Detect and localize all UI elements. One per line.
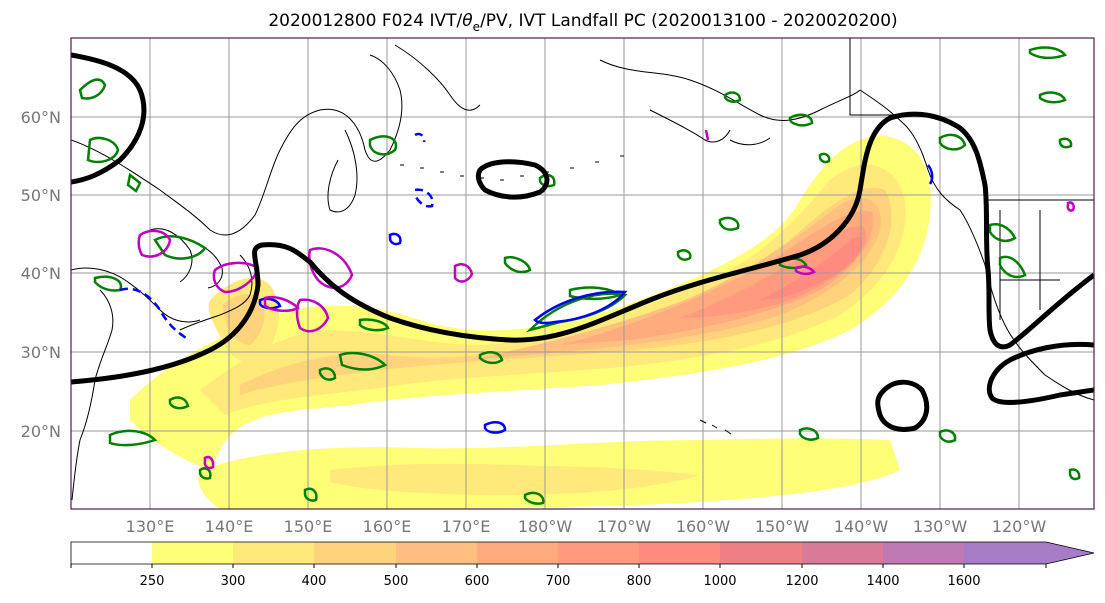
lon-label: 170°E bbox=[442, 517, 491, 536]
colorbar-extend-arrow bbox=[964, 542, 1094, 564]
colorbar-tick-label: 1600 bbox=[947, 574, 980, 589]
lat-labels: 60°N 50°N 40°N 30°N 20°N bbox=[21, 108, 61, 441]
lat-label: 50°N bbox=[21, 186, 61, 205]
colorbar-segment bbox=[558, 542, 639, 564]
colorbar-tick-label: 500 bbox=[384, 574, 409, 589]
colorbar-segment bbox=[314, 542, 396, 564]
lon-label: 160°E bbox=[363, 517, 412, 536]
lat-label: 20°N bbox=[21, 422, 61, 441]
pv-contours-green bbox=[78, 46, 1081, 505]
colorbar-segment bbox=[883, 542, 964, 564]
colorbar-tick-label: 700 bbox=[546, 574, 571, 589]
lat-label: 60°N bbox=[21, 108, 61, 127]
lon-label: 180°W bbox=[518, 517, 573, 536]
lon-label: 140°W bbox=[834, 517, 889, 536]
lon-label: 170°W bbox=[597, 517, 652, 536]
colorbar-segment bbox=[396, 542, 477, 564]
colorbar-segment bbox=[639, 542, 720, 564]
pv-contours-blue bbox=[119, 132, 934, 434]
colorbar-segment bbox=[152, 542, 233, 564]
map-border bbox=[70, 37, 1095, 510]
colorbar: 250 300 400 500 600 700 800 1000 1200 14… bbox=[70, 541, 1095, 589]
colorbar-tick-label: 300 bbox=[221, 574, 246, 589]
colorbar-segment bbox=[233, 542, 314, 564]
graticule bbox=[71, 38, 1094, 509]
colorbar-tick-label: 800 bbox=[627, 574, 652, 589]
colorbar-segment bbox=[477, 542, 558, 564]
map-area bbox=[71, 38, 1094, 509]
lon-label: 120°W bbox=[992, 517, 1047, 536]
lat-label: 30°N bbox=[21, 343, 61, 362]
lon-label: 130°E bbox=[126, 517, 175, 536]
lon-label: 160°W bbox=[676, 517, 731, 536]
theta-e-contours bbox=[71, 52, 1094, 432]
colorbar-tick-label: 1400 bbox=[866, 574, 899, 589]
figure-title: 2020012800 F024 IVT/θe/PV, IVT Landfall … bbox=[268, 11, 897, 34]
lon-label: 140°E bbox=[205, 517, 254, 536]
colorbar-tick-label: 1200 bbox=[785, 574, 818, 589]
lon-labels: 130°E 140°E 150°E 160°E 170°E 180°W 170°… bbox=[126, 517, 1047, 536]
colorbar-segment bbox=[802, 542, 883, 564]
lon-label: 130°W bbox=[913, 517, 968, 536]
colorbar-tick-label: 250 bbox=[140, 574, 165, 589]
lon-label: 150°W bbox=[755, 517, 810, 536]
colorbar-tick-label: 400 bbox=[302, 574, 327, 589]
colorbar-tick-label: 1000 bbox=[703, 574, 736, 589]
colorbar-tick-label: 600 bbox=[465, 574, 490, 589]
colorbar-segment bbox=[71, 542, 152, 564]
colorbar-outline bbox=[70, 541, 1095, 565]
lat-label: 40°N bbox=[21, 264, 61, 283]
lon-label: 150°E bbox=[284, 517, 333, 536]
colorbar-segment bbox=[720, 542, 802, 564]
